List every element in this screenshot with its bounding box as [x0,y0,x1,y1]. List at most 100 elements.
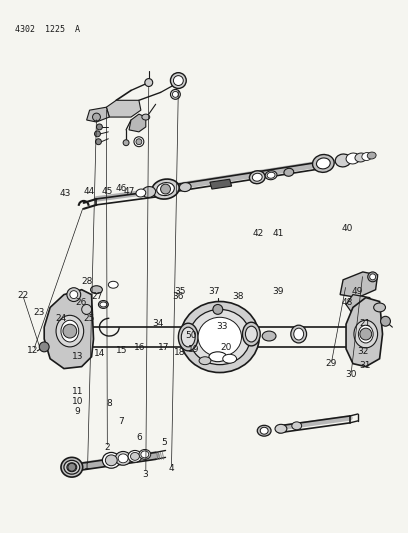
Ellipse shape [223,354,237,363]
Text: 38: 38 [233,293,244,302]
Text: 37: 37 [208,287,220,296]
Polygon shape [340,272,377,297]
Circle shape [136,139,142,144]
Ellipse shape [267,172,275,178]
Circle shape [82,304,91,314]
Ellipse shape [284,168,294,176]
Ellipse shape [313,155,334,172]
Circle shape [368,272,377,282]
Circle shape [96,124,102,130]
Text: 5: 5 [161,438,166,447]
Text: 15: 15 [116,346,127,355]
Polygon shape [129,114,146,132]
Circle shape [67,288,81,302]
Ellipse shape [180,183,191,191]
Ellipse shape [189,310,251,365]
Ellipse shape [102,453,120,468]
Ellipse shape [260,427,268,434]
Circle shape [213,304,223,314]
Text: 27: 27 [92,293,103,302]
Circle shape [70,290,78,298]
Ellipse shape [61,457,83,477]
Circle shape [145,78,153,86]
Ellipse shape [335,154,351,167]
Ellipse shape [249,171,265,184]
Circle shape [123,140,129,146]
Ellipse shape [64,461,80,474]
Text: 4302  1225  A: 4302 1225 A [15,26,80,34]
Text: 29: 29 [325,359,337,368]
Text: 22: 22 [17,291,29,300]
Text: 30: 30 [345,370,357,379]
Text: 2: 2 [104,443,110,453]
Ellipse shape [275,424,287,433]
Ellipse shape [152,179,179,199]
Ellipse shape [178,323,198,351]
Text: 26: 26 [75,298,87,307]
Polygon shape [86,107,109,122]
Ellipse shape [108,281,118,288]
Ellipse shape [291,325,306,343]
Ellipse shape [91,286,102,294]
Ellipse shape [374,303,386,312]
Polygon shape [106,100,141,117]
Text: 6: 6 [137,433,142,442]
Ellipse shape [128,450,142,462]
Ellipse shape [209,352,227,362]
Text: 21: 21 [359,319,370,328]
Text: 17: 17 [158,343,169,352]
Ellipse shape [61,320,79,342]
Text: 39: 39 [273,287,284,296]
Text: 8: 8 [106,399,112,408]
Circle shape [63,324,77,338]
Text: 36: 36 [172,293,184,302]
Text: 19: 19 [188,345,200,354]
Text: 42: 42 [253,229,264,238]
Text: 12: 12 [27,346,39,355]
Text: 47: 47 [124,187,135,196]
Polygon shape [44,289,93,369]
Ellipse shape [355,153,367,162]
Ellipse shape [131,453,140,461]
Ellipse shape [157,183,174,196]
Ellipse shape [142,114,150,120]
Circle shape [39,342,49,352]
Circle shape [370,274,376,280]
Text: 9: 9 [74,407,80,416]
Text: 11: 11 [71,386,83,395]
Ellipse shape [142,187,155,198]
Circle shape [171,90,180,99]
Circle shape [173,92,178,98]
Text: 18: 18 [174,348,186,357]
Ellipse shape [105,455,117,466]
Text: 34: 34 [152,319,164,328]
Text: 31: 31 [359,361,371,370]
Text: 14: 14 [94,349,105,358]
Circle shape [93,113,100,121]
Ellipse shape [253,173,262,181]
Ellipse shape [358,325,373,343]
Circle shape [173,76,183,85]
Text: 40: 40 [341,224,353,233]
Text: 50: 50 [185,332,197,341]
Text: 45: 45 [102,187,113,196]
Circle shape [161,184,171,194]
Ellipse shape [67,463,77,472]
Circle shape [95,139,102,144]
Ellipse shape [139,449,151,459]
Ellipse shape [56,316,84,347]
Circle shape [68,463,76,471]
Text: 32: 32 [357,347,369,356]
Text: 13: 13 [71,352,83,361]
Ellipse shape [242,322,260,346]
Text: 46: 46 [116,184,127,193]
Text: 24: 24 [55,313,67,322]
Text: 10: 10 [71,397,83,406]
Text: 23: 23 [33,308,45,317]
Ellipse shape [136,189,146,197]
Ellipse shape [141,451,149,458]
Text: 25: 25 [84,313,95,322]
Text: 20: 20 [220,343,232,352]
Text: 41: 41 [273,229,284,238]
Text: 4: 4 [169,464,175,473]
